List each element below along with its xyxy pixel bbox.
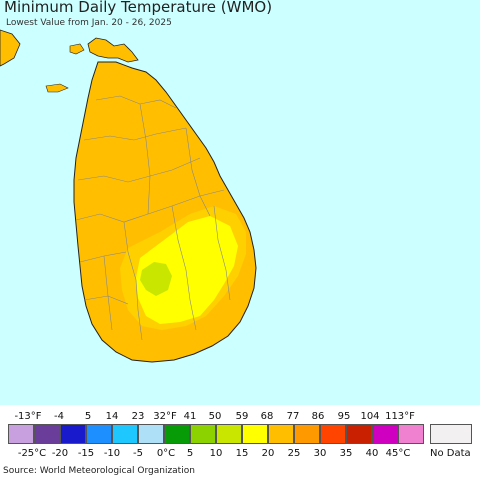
f-tick: 14 xyxy=(105,411,119,422)
f-tick: 50 xyxy=(208,411,222,422)
c-tick: -10 xyxy=(103,448,121,459)
district-boundaries xyxy=(75,95,231,341)
f-tick: 59 xyxy=(235,411,249,422)
no-data-swatch xyxy=(430,424,472,444)
c-tick: 20 xyxy=(261,448,275,459)
legend-swatch xyxy=(346,424,372,444)
f-tick: 68 xyxy=(260,411,274,422)
legend-swatch xyxy=(112,424,138,444)
c-tick: -15 xyxy=(77,448,95,459)
f-tick: 5 xyxy=(84,411,92,422)
legend-swatch xyxy=(398,424,424,444)
f-tick: 23 xyxy=(131,411,145,422)
f-tick: 113°F xyxy=(385,411,415,422)
legend-swatch xyxy=(60,424,86,444)
legend-swatch xyxy=(268,424,294,444)
no-data-label: No Data xyxy=(430,448,471,459)
map-title: Minimum Daily Temperature (WMO) xyxy=(4,0,273,16)
legend-swatch xyxy=(320,424,346,444)
highland-yellow-green-zone xyxy=(140,262,172,296)
f-tick: -4 xyxy=(54,411,64,422)
c-tick: 35 xyxy=(339,448,353,459)
c-tick: -5 xyxy=(133,448,143,459)
c-tick: 45°C xyxy=(385,448,411,459)
legend-swatch xyxy=(164,424,190,444)
f-tick: 95 xyxy=(337,411,351,422)
c-tick: -25°C xyxy=(17,448,47,459)
c-tick: 0°C xyxy=(156,448,176,459)
india-landmass xyxy=(0,29,21,67)
legend-swatch xyxy=(86,424,112,444)
f-tick: -13°F xyxy=(14,411,42,422)
jaffna-peninsula xyxy=(87,37,139,63)
yellow-temperature-zone xyxy=(136,216,238,324)
f-tick: 86 xyxy=(311,411,325,422)
legend-swatch xyxy=(190,424,216,444)
legend-swatch xyxy=(294,424,320,444)
c-tick: -20 xyxy=(51,448,69,459)
map-subtitle: Lowest Value from Jan. 20 - 26, 2025 xyxy=(6,18,172,28)
f-tick: 77 xyxy=(286,411,300,422)
legend-swatch xyxy=(34,424,60,444)
f-tick: 32°F xyxy=(153,411,177,422)
c-tick: 5 xyxy=(186,448,194,459)
f-tick: 41 xyxy=(183,411,197,422)
legend-swatch xyxy=(216,424,242,444)
c-tick: 40 xyxy=(365,448,379,459)
c-tick: 15 xyxy=(235,448,249,459)
c-tick: 30 xyxy=(313,448,327,459)
mannar-island xyxy=(45,83,69,93)
legend-swatch xyxy=(242,424,268,444)
northern-island xyxy=(69,43,85,55)
legend-swatch xyxy=(138,424,164,444)
c-tick: 25 xyxy=(287,448,301,459)
source-credit: Source: World Meteorological Organizatio… xyxy=(3,466,195,476)
f-tick: 104 xyxy=(360,411,380,422)
legend-swatch xyxy=(372,424,398,444)
c-tick: 10 xyxy=(209,448,223,459)
legend-swatch xyxy=(8,424,34,444)
